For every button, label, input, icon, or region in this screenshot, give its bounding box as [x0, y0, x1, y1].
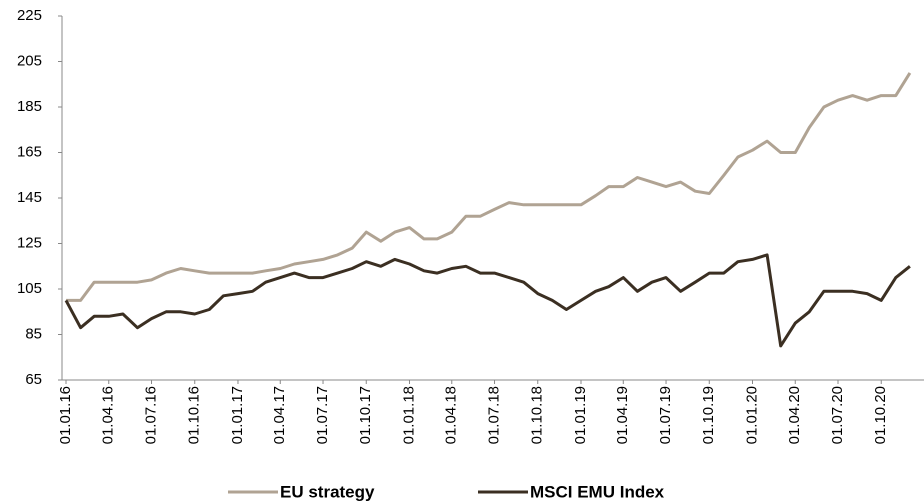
y-tick-label: 185	[17, 98, 42, 115]
x-tick-label: 01.10.18	[529, 386, 546, 444]
y-tick-label: 205	[17, 52, 42, 69]
legend-label: MSCI EMU Index	[530, 482, 665, 501]
x-tick-label: 01.07.20	[829, 386, 846, 444]
x-tick-label: 01.10.19	[700, 386, 717, 444]
x-tick-label: 01.07.17	[314, 386, 331, 444]
series-line	[64, 253, 911, 348]
x-tick-label: 01.10.20	[872, 386, 889, 444]
x-tick-label: 01.10.16	[186, 386, 203, 444]
x-tick-label: 01.07.16	[142, 386, 159, 444]
y-tick-label: 225	[17, 7, 42, 24]
x-tick-label: 01.01.18	[400, 386, 417, 444]
y-tick-label: 85	[25, 325, 42, 342]
x-tick-label: 01.10.17	[357, 386, 374, 444]
x-tick-label: 01.07.18	[485, 386, 502, 444]
x-tick-label: 01.04.17	[271, 386, 288, 444]
x-tick-label: 01.01.17	[229, 386, 246, 444]
y-tick-label: 165	[17, 143, 42, 160]
x-tick-label: 01.04.18	[443, 386, 460, 444]
y-tick-label: 125	[17, 234, 42, 251]
x-tick-label: 01.01.19	[572, 386, 589, 444]
x-tick-label: 01.04.19	[614, 386, 631, 444]
x-tick-label: 01.04.20	[786, 386, 803, 444]
y-tick-label: 145	[17, 189, 42, 206]
legend-label: EU strategy	[280, 482, 375, 501]
series-line	[66, 72, 912, 302]
y-tick-label: 105	[17, 280, 42, 297]
x-tick-label: 01.07.19	[657, 386, 674, 444]
x-tick-label: 01.01.20	[743, 386, 760, 444]
y-tick-label: 65	[25, 371, 42, 388]
x-tick-label: 01.04.16	[100, 386, 117, 444]
x-tick-label: 01.01.16	[57, 386, 74, 444]
